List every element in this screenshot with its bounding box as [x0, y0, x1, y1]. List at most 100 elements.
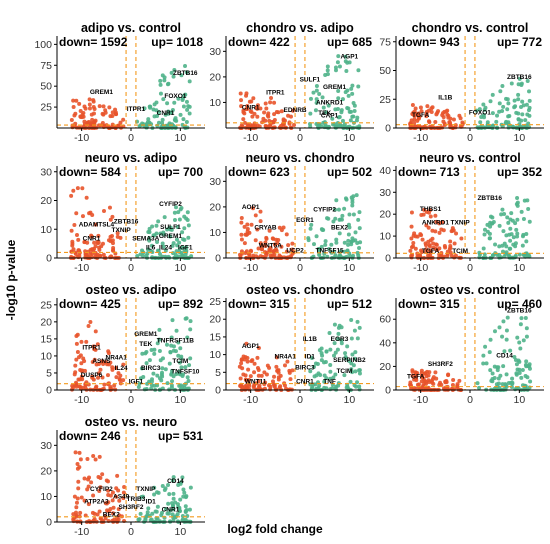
point-down	[272, 112, 277, 117]
point-up	[481, 102, 486, 107]
point-up	[164, 123, 169, 128]
point-up	[146, 117, 151, 122]
y-tick-label: 20	[40, 195, 52, 207]
point-down	[275, 368, 280, 373]
panel-title: chondro vs. control	[412, 21, 529, 35]
point-up	[483, 344, 488, 349]
point-down	[71, 98, 76, 103]
y-tick-label: 10	[209, 227, 221, 239]
point-down	[92, 240, 97, 245]
point-down	[91, 493, 96, 498]
point-up	[137, 381, 142, 386]
point-up	[157, 376, 162, 381]
point-up	[169, 70, 174, 75]
point-up	[336, 336, 341, 341]
up-count-label: up= 512	[327, 297, 372, 311]
point-up	[525, 79, 530, 84]
point-up	[155, 490, 160, 495]
point-up	[313, 108, 318, 113]
point-up	[504, 250, 509, 255]
point-up	[157, 337, 162, 342]
point-down	[97, 104, 102, 109]
point-up	[183, 365, 188, 370]
x-tick-label: 0	[128, 394, 134, 406]
point-up	[308, 111, 313, 116]
point-down	[419, 109, 424, 114]
point-up	[515, 200, 520, 205]
point-up	[524, 239, 529, 244]
point-down	[282, 363, 287, 368]
point-up	[340, 97, 345, 102]
point-down	[107, 205, 112, 210]
point-down	[409, 224, 414, 229]
point-down	[255, 114, 260, 119]
point-up	[321, 120, 326, 125]
point-up	[169, 385, 174, 390]
gene-label: IL1B	[438, 95, 452, 102]
point-up	[174, 372, 179, 377]
point-up	[160, 73, 165, 78]
point-up	[188, 327, 193, 332]
y-tick-label: 0	[385, 385, 391, 397]
point-up	[174, 237, 179, 242]
point-up	[143, 351, 148, 356]
point-up	[170, 512, 175, 517]
y-tick-label: 0	[46, 517, 52, 529]
point-down	[73, 111, 78, 116]
x-tick-label: -10	[243, 262, 258, 274]
point-down	[287, 370, 292, 375]
point-down	[414, 378, 419, 383]
point-up	[180, 122, 185, 127]
point-down	[98, 367, 103, 372]
point-down	[285, 359, 290, 364]
point-up	[511, 125, 516, 130]
point-down	[106, 351, 111, 356]
point-up	[513, 104, 518, 109]
y-axis-label: -log10 p-value	[4, 239, 18, 320]
panel-title: adipo vs. control	[81, 21, 181, 35]
point-down	[101, 208, 106, 213]
gene-label: BEX2	[331, 224, 348, 231]
up-count-label: up= 1018	[151, 35, 203, 49]
gene-label: ZBTB16	[507, 308, 532, 315]
point-up	[520, 243, 525, 248]
gene-label: TEK	[139, 341, 152, 348]
y-tick-label: 20	[40, 465, 52, 477]
point-up	[504, 96, 509, 101]
point-down	[423, 371, 428, 376]
point-down	[435, 247, 440, 252]
point-up	[176, 340, 181, 345]
point-down	[458, 116, 463, 121]
point-up	[517, 359, 522, 364]
point-up	[183, 509, 188, 514]
point-down	[273, 247, 278, 252]
point-down	[253, 238, 258, 243]
gene-label: ITPR1	[82, 345, 101, 352]
point-up	[332, 322, 337, 327]
y-tick-label: 0	[385, 123, 391, 135]
point-up	[485, 229, 490, 234]
point-down	[109, 254, 114, 259]
point-down	[72, 223, 77, 228]
gene-label: IGF1	[129, 379, 144, 386]
point-down	[274, 355, 279, 360]
point-down	[252, 111, 257, 116]
point-up	[346, 238, 351, 243]
point-down	[248, 374, 253, 379]
point-down	[103, 501, 108, 506]
up-count-label: up= 772	[497, 35, 542, 49]
point-up	[517, 370, 522, 375]
y-tick-label: 25	[40, 102, 52, 114]
point-up	[147, 358, 152, 363]
point-up	[490, 371, 495, 376]
point-up	[502, 211, 507, 216]
point-up	[351, 114, 356, 119]
gene-label: IL6	[146, 244, 156, 251]
point-up	[166, 482, 171, 487]
point-down	[95, 342, 100, 347]
point-up	[328, 347, 333, 352]
point-up	[514, 110, 519, 115]
point-down	[416, 111, 421, 116]
point-up	[183, 504, 188, 509]
point-up	[160, 366, 165, 371]
